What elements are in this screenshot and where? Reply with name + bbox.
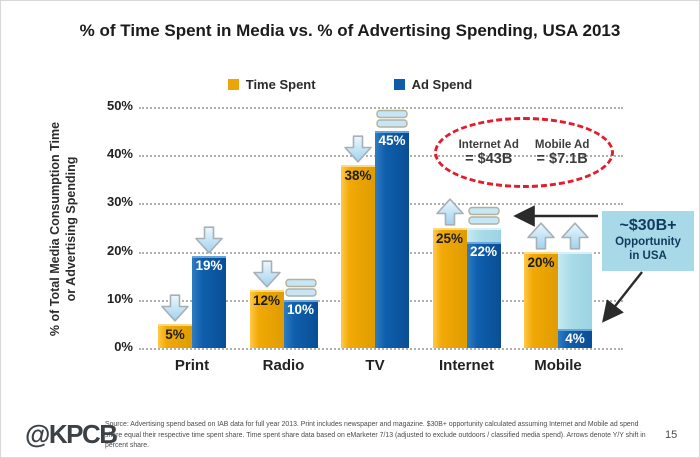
- y-tick-30%: 30%: [106, 194, 133, 210]
- category-label-tv: TV: [365, 357, 385, 374]
- gridline-50%: [139, 107, 623, 109]
- internet-ad-value: = $43B: [465, 150, 513, 167]
- category-label-internet: Internet: [438, 357, 494, 374]
- bar-ad-spend-print: [192, 256, 226, 348]
- y-axis-title-line2: or Advertising Spending: [64, 156, 79, 302]
- bar-label-time-spent-radio: 12%: [252, 293, 281, 309]
- bar-label-time-spent-mobile: 20%: [527, 254, 555, 270]
- y-axis-title-line1: % of Total Media Consumption Time: [48, 121, 62, 337]
- y-tick-50%: 50%: [106, 98, 133, 113]
- bar-label-time-spent-print: 5%: [165, 326, 185, 342]
- category-label-radio: Radio: [262, 357, 305, 374]
- legend-item-time-spent: Time Spent: [227, 77, 316, 92]
- tv-time-spent-yoy-down-icon: [343, 135, 373, 163]
- bar-ad-spend-radio: [283, 299, 318, 348]
- time-spent-swatch-icon: [227, 79, 239, 90]
- ad-dollars-callout: Internet Ad = $43B Mobile Ad = $7.1B: [434, 117, 614, 188]
- bar-label-time-spent-tv: 38%: [344, 167, 372, 183]
- y-axis-title: % of Total Media Consumption Time or Adv…: [47, 90, 83, 368]
- legend-item-ad-spend: Ad Spend: [393, 77, 473, 92]
- bar-time-spent-mobile: [524, 251, 558, 348]
- chart-title: % of Time Spent in Media vs. % of Advert…: [79, 21, 621, 40]
- bar-ad-spend-internet: [466, 241, 501, 348]
- category-label-print: Print: [174, 357, 210, 374]
- radio-ad-spend-yoy-flat-icon: [284, 278, 317, 298]
- opportunity-text-line2: Opportunity: [615, 236, 681, 248]
- ad-spend-swatch-icon: [393, 79, 405, 90]
- y-tick-40%: 40%: [106, 146, 133, 162]
- bar-label-ad-spend-tv: 45%: [378, 133, 406, 149]
- bar-label-ad-spend-mobile: 4%: [565, 330, 585, 346]
- mobile-ad-label: Mobile Ad: [534, 138, 590, 151]
- bar-ad-spend-mobile: [558, 328, 592, 348]
- opportunity-note: ~$30B+ Opportunity in USA: [602, 211, 694, 271]
- y-tick-0%: 0%: [114, 339, 133, 354]
- bar-opportunity-internet: [466, 227, 501, 242]
- bar-time-spent-print: [158, 323, 192, 348]
- bar-ad-spend-tv: [375, 131, 409, 348]
- bar-time-spent-tv: [341, 164, 375, 348]
- legend-label-ad-spend: Ad Spend: [411, 77, 473, 92]
- legend-label-time-spent: Time Spent: [245, 77, 316, 92]
- kpcb-logo: @KPCB: [25, 419, 118, 449]
- bar-time-spent-radio: [249, 290, 284, 348]
- gridline-0%: [139, 348, 623, 350]
- internet-ad-callout: Internet Ad = $43B: [459, 139, 519, 167]
- source-note: Source: Advertising spend based on IAB d…: [105, 421, 646, 450]
- y-tick-10%: 10%: [106, 290, 133, 306]
- category-label-mobile: Mobile: [534, 357, 582, 374]
- internet-time-spent-yoy-up-icon: [435, 197, 465, 226]
- opportunity-diagonal-arrow-icon: [602, 271, 643, 323]
- tv-ad-spend-yoy-flat-icon: [376, 109, 408, 129]
- print-time-spent-yoy-down-icon: [160, 294, 190, 322]
- page-number: 15: [665, 429, 678, 441]
- legend: Time Spent Ad Spend: [1, 77, 699, 92]
- opportunity-amount: ~$30B+: [619, 217, 677, 234]
- mobile-ad-callout: Mobile Ad = $7.1B: [535, 139, 590, 167]
- mobile-ad-spend-yoy-up-icon: [560, 221, 590, 250]
- internet-ad-spend-yoy-flat-icon: [467, 206, 500, 226]
- bar-label-ad-spend-radio: 10%: [286, 301, 315, 317]
- bar-label-ad-spend-internet: 22%: [469, 243, 498, 259]
- print-ad-spend-yoy-down-icon: [194, 226, 224, 255]
- y-tick-20%: 20%: [106, 242, 133, 258]
- bar-label-time-spent-internet: 25%: [435, 230, 464, 246]
- opportunity-text-line3: in USA: [629, 250, 667, 263]
- mobile-ad-value: = $7.1B: [536, 150, 588, 167]
- bar-label-ad-spend-print: 19%: [195, 258, 223, 274]
- bar-opportunity-mobile: [558, 251, 592, 329]
- radio-time-spent-yoy-down-icon: [252, 260, 282, 288]
- internet-ad-label: Internet Ad: [458, 138, 519, 151]
- bar-time-spent-internet: [432, 227, 467, 348]
- mobile-time-spent-yoy-up-icon: [526, 221, 556, 250]
